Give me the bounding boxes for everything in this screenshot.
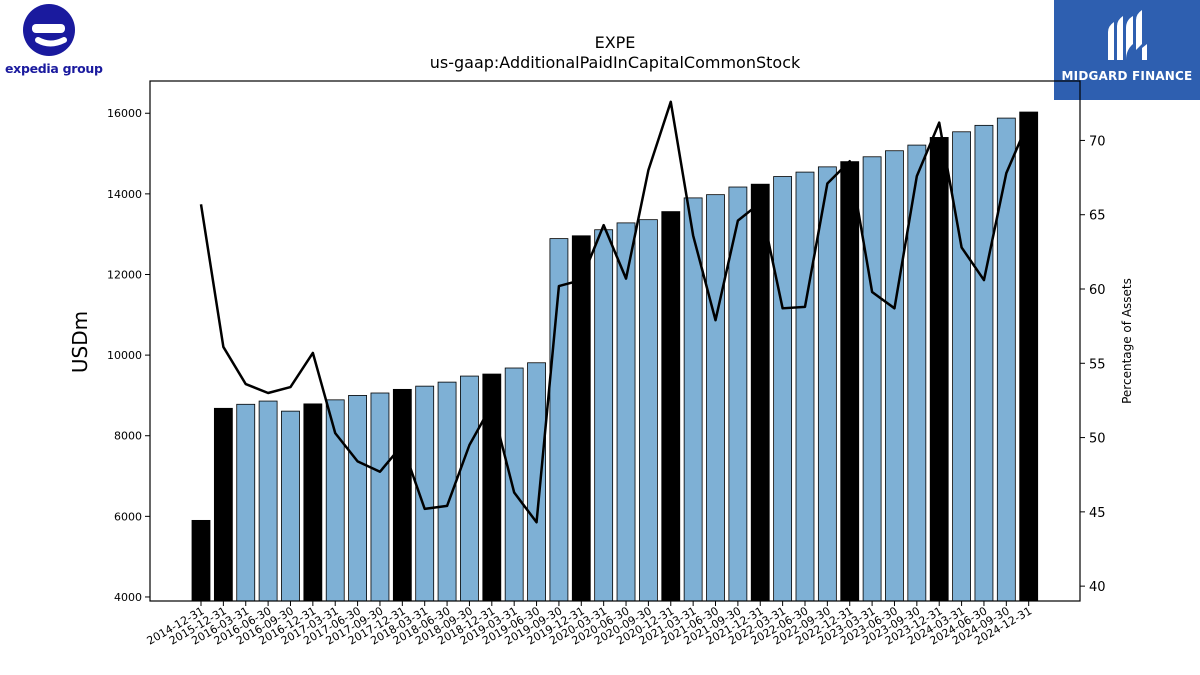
bar-2019-03-31 — [504, 367, 524, 602]
midgard-logo: MIDGARD FINANCE — [1054, 0, 1200, 100]
bar-2020-09-30 — [639, 219, 658, 602]
line-percentage-of-assets — [199, 100, 1030, 524]
y2-tick-label-40: 40 — [1089, 580, 1106, 595]
y2-tick-label-65: 65 — [1089, 209, 1106, 224]
bar-2024-09-30 — [996, 117, 1016, 602]
y2-tick-label-55: 55 — [1089, 357, 1106, 372]
bar-2024-06-30 — [974, 124, 994, 602]
expedia-e-mark-icon — [23, 4, 75, 56]
chart-title: EXPE — [594, 33, 636, 52]
bar-2020-03-31 — [594, 229, 614, 602]
bar-2014-12-31 — [191, 519, 211, 602]
bar-2016-03-31 — [236, 403, 256, 602]
y2-tick-label-50: 50 — [1089, 432, 1106, 447]
y2-tick-label-70: 70 — [1089, 134, 1106, 149]
midgard-m-mark-icon — [1108, 10, 1147, 60]
bar-2019-12-31 — [571, 235, 591, 602]
y-tick-label-8000: 8000 — [114, 430, 142, 443]
midgard-brand-text: MIDGARD FINANCE — [1061, 69, 1193, 83]
bar-2016-09-30 — [281, 410, 300, 602]
bar-2023-03-31 — [862, 156, 882, 602]
bar-2022-09-30 — [817, 166, 837, 602]
bar-2022-03-31 — [773, 176, 793, 602]
bar-2017-12-31 — [392, 388, 412, 602]
bar-2022-06-30 — [795, 171, 815, 602]
bar-2020-12-31 — [661, 211, 681, 602]
bar-2023-06-30 — [885, 150, 904, 602]
bar-2017-06-30 — [348, 395, 367, 602]
bar-2022-12-31 — [840, 161, 860, 602]
expedia-wordmark: expedia group — [5, 61, 103, 76]
bar-2024-12-31 — [1019, 111, 1039, 602]
expedia-logo: expedia group — [0, 0, 103, 80]
bar-2023-12-31 — [929, 137, 949, 602]
y-tick-label-16000: 16000 — [107, 107, 142, 120]
y-tick-label-6000: 6000 — [114, 510, 142, 523]
bar-2024-03-31 — [952, 131, 971, 602]
plot-frame — [149, 80, 1081, 602]
y-tick-label-14000: 14000 — [107, 188, 142, 201]
bar-2021-12-31 — [750, 183, 770, 602]
y-tick-label-12000: 12000 — [107, 268, 142, 281]
bar-2018-09-30 — [460, 375, 479, 602]
bar-2016-12-31 — [303, 403, 323, 602]
y2-tick-label-60: 60 — [1089, 283, 1106, 298]
bar-2021-06-30 — [706, 194, 725, 602]
chart-subtitle: us-gaap:AdditionalPaidInCapitalCommonSto… — [429, 53, 801, 72]
y2-tick-label-45: 45 — [1089, 506, 1106, 521]
y-tick-label-4000: 4000 — [114, 591, 142, 604]
y-tick-label-10000: 10000 — [107, 349, 142, 362]
bar-2019-06-30 — [527, 362, 546, 602]
bar-2017-09-30 — [370, 392, 390, 602]
bar-2015-12-31 — [213, 407, 233, 602]
bar-2016-06-30 — [258, 400, 278, 602]
